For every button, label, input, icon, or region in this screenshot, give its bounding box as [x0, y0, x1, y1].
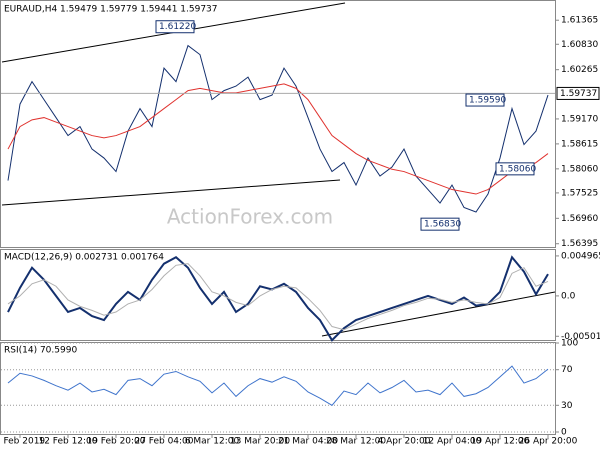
x-tick-label: 27 Feb 04:00: [134, 437, 193, 447]
x-tick-label: 4 Apr 20:00: [378, 437, 431, 447]
annotation-label: 1.59590: [469, 96, 506, 106]
x-tick-label: 19 Apr 12:00: [471, 437, 530, 447]
annotation-box: [495, 162, 535, 176]
x-tick-label: 26 Apr 20:00: [519, 437, 578, 447]
annotation-box: [420, 217, 460, 231]
y-tick-label: 1.57525: [561, 188, 598, 198]
x-tick-label: 12 Apr 04:00: [423, 437, 482, 447]
y-tick-label: 1.60265: [561, 65, 598, 75]
y-tick-label: 0.004965: [561, 251, 600, 261]
annotation-label: 1.58060: [499, 164, 536, 174]
last-price-label: 1.59737: [560, 89, 597, 99]
series-line: [7, 83, 549, 195]
annotation-label: 1.61220: [159, 22, 196, 32]
macd-title: MACD(12,26,9) 0.002731 0.001764: [4, 253, 164, 263]
main-title: EURAUD,H4 1.59479 1.59779 1.59441 1.5973…: [4, 5, 218, 15]
rsi-panel: [0, 342, 556, 435]
main-panel: [0, 0, 556, 248]
y-tick-label: 70: [561, 365, 573, 375]
y-tick-label: 100: [561, 339, 578, 349]
y-tick-label: 1.58060: [561, 164, 598, 174]
y-tick-label: 1.58615: [561, 139, 598, 149]
y-tick-label: 1.60830: [561, 40, 598, 50]
y-tick-label: 0.0: [561, 291, 576, 301]
x-tick-label: 21 Mar 04:00: [278, 437, 338, 447]
rsi-title: RSI(14) 70.5990: [4, 346, 77, 356]
series-line: [7, 365, 549, 406]
channel-lower: [1, 179, 341, 206]
series-line: [7, 255, 549, 342]
y-tick-label: 1.56395: [561, 239, 598, 249]
y-tick-label: 30: [561, 401, 573, 411]
x-tick-label: 28 Mar 12:00: [326, 437, 386, 447]
y-tick-label: 1.56960: [561, 214, 598, 224]
annotation-label: 1.56830: [424, 220, 461, 230]
y-tick-label: 0: [561, 428, 567, 438]
x-tick-label: 5 Feb 2019: [0, 437, 45, 447]
series-line: [7, 263, 549, 331]
y-tick-label: 1.61365: [561, 16, 598, 26]
annotation-box: [155, 20, 195, 34]
last-price-box: [556, 86, 600, 100]
x-tick-label: 12 Feb 12:00: [38, 437, 97, 447]
x-tick-label: 13 Mar 20:00: [230, 437, 290, 447]
x-tick-label: 6 Mar 12:00: [185, 437, 240, 447]
y-tick-label: 1.59170: [561, 114, 598, 124]
annotation-box: [465, 93, 505, 107]
series-line: [7, 44, 549, 213]
y-tick-label: -0.005013: [561, 332, 600, 342]
macd-panel: [0, 249, 556, 341]
watermark: ActionForex.com: [167, 205, 333, 229]
x-tick-label: 19 Feb 20:00: [86, 437, 145, 447]
macd-trendline: [321, 291, 556, 337]
